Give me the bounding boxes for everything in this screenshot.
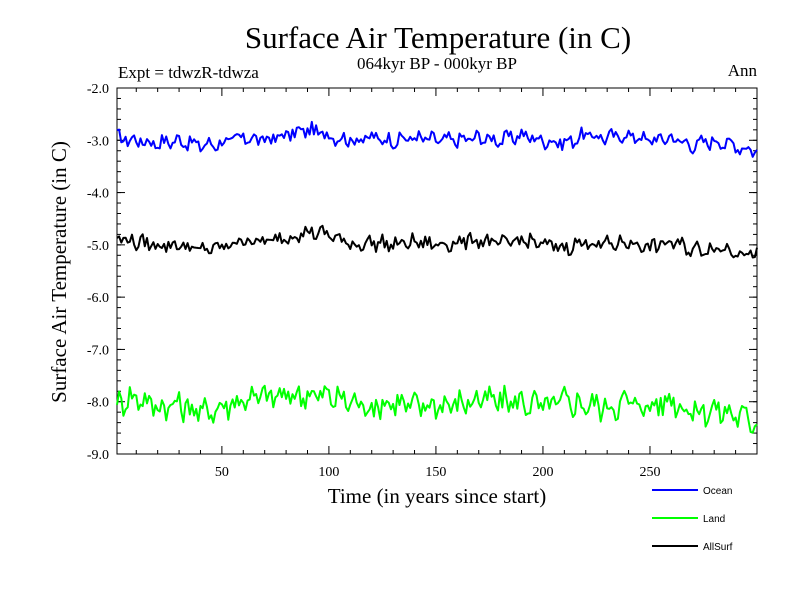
y-tick-label: -9.0: [87, 448, 109, 463]
x-tick-label: 200: [532, 465, 553, 480]
y-axis-label: Surface Air Temperature (in C): [47, 141, 71, 403]
period-label: Ann: [728, 61, 758, 80]
x-axis-label: Time (in years since start): [328, 484, 547, 508]
legend-label-allsurf: AllSurf: [703, 542, 733, 553]
series-line-ocean: [116, 120, 758, 158]
y-tick-label: -4.0: [87, 187, 109, 202]
x-tick-label: 100: [318, 465, 339, 480]
x-tick-label: 150: [425, 465, 446, 480]
y-tick-label: -2.0: [87, 82, 109, 97]
x-tick-label: 50: [215, 465, 229, 480]
series-line-land: [116, 384, 758, 434]
y-tick-label: -6.0: [87, 291, 109, 306]
legend: Ocean Land AllSurf: [652, 486, 733, 553]
y-tick-label: -3.0: [87, 134, 109, 149]
chart-subtitle: 064kyr BP - 000kyr BP: [357, 54, 517, 73]
legend-label-ocean: Ocean: [703, 486, 732, 497]
y-tick-label: -7.0: [87, 343, 109, 358]
plot-area: -2.0 -3.0 -4.0 -5.0 -6.0 -7.0 -8.0 -9.0 50 100 150…: [87, 82, 758, 480]
chart-title: Surface Air Temperature (in C): [245, 20, 631, 55]
experiment-label: Expt = tdwzR-tdwza: [118, 63, 259, 82]
y-tick-label: -5.0: [87, 239, 109, 254]
series-line-allsurf: [116, 224, 758, 259]
plot-frame: [116, 87, 758, 455]
x-tick-label: 250: [639, 465, 660, 480]
y-tick-label: -8.0: [87, 396, 109, 411]
legend-label-land: Land: [703, 514, 725, 525]
